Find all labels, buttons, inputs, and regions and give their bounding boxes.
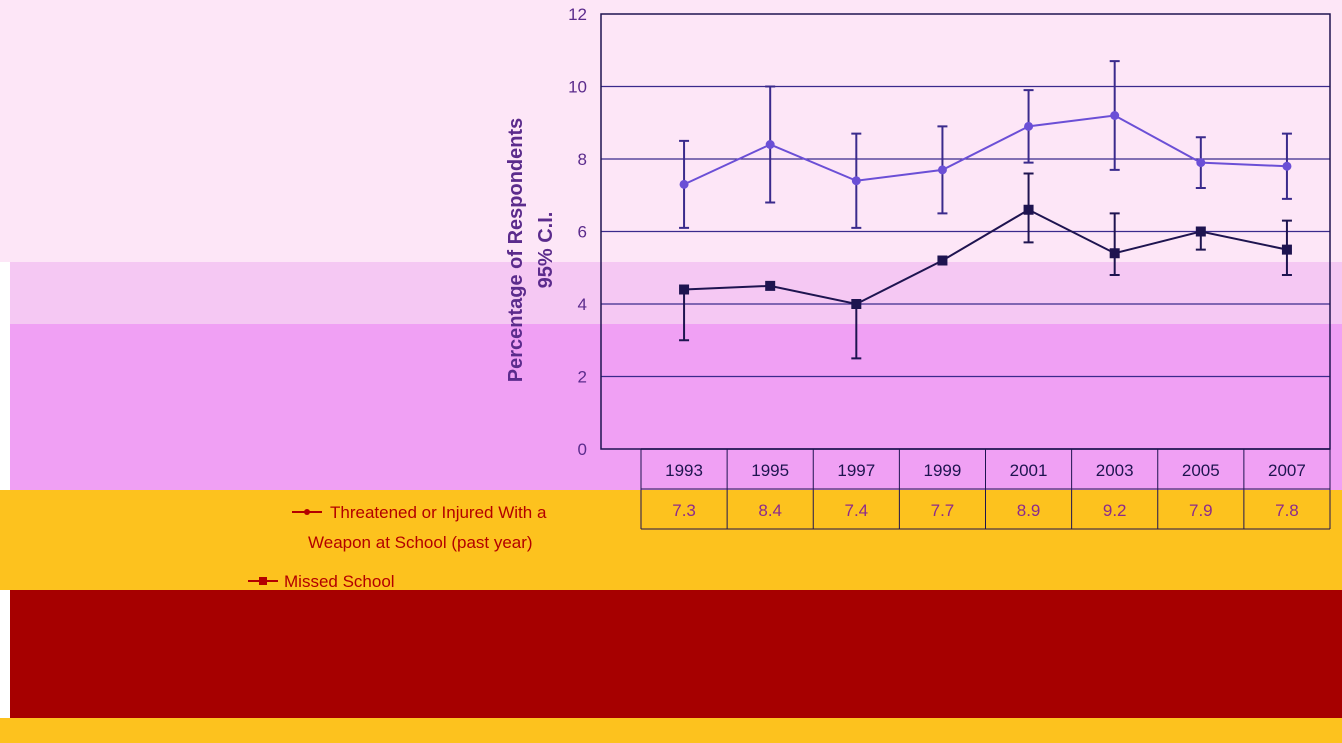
y-tick-label-2: 2 <box>578 368 587 387</box>
x-tick-label-2005: 2005 <box>1182 461 1220 480</box>
x-tick-label-2003: 2003 <box>1096 461 1134 480</box>
data-label-2001: 8.9 <box>1017 501 1041 520</box>
y-tick-label-12: 12 <box>568 5 587 24</box>
legend-label-series-1-line-1: Threatened or Injured With a <box>330 503 547 522</box>
data-table: 1993 1995 1997 1999 2001 2003 2005 2007 7.3 8.4 7.… <box>640 448 1331 530</box>
data-label-2007: 7.8 <box>1275 501 1299 520</box>
data-label-1995: 8.4 <box>758 501 782 520</box>
series-2-point-2005 <box>1195 226 1206 237</box>
series-1-point-1997 <box>851 176 861 186</box>
background-pink <box>10 262 1342 324</box>
series-1-point-2005 <box>1196 158 1206 168</box>
series-1-point-2003 <box>1110 111 1120 120</box>
series-2-line <box>684 208 1288 306</box>
y-tick-label-4: 4 <box>578 295 587 314</box>
x-tick-label-1999: 1999 <box>924 461 962 480</box>
series-1-point-1999 <box>937 165 947 175</box>
series-2 <box>679 172 1292 360</box>
legend-square-series-2 <box>259 577 267 585</box>
legend-label-series-1-line-2: Weapon at School (past year) <box>308 533 533 552</box>
y-tick-label-8: 8 <box>578 150 587 169</box>
series-1-point-2007 <box>1282 161 1292 171</box>
data-label-1993: 7.3 <box>672 501 696 520</box>
series-1-line <box>683 114 1287 186</box>
series-2-point-2001 <box>1023 204 1034 215</box>
series-1-point-1993 <box>679 179 689 189</box>
series-2-point-2007 <box>1281 244 1292 255</box>
legend: Threatened or Injured With a Weapon at S… <box>248 503 547 591</box>
y-axis-label-line-1: Percentage of Respondents <box>505 118 527 383</box>
y-tick-label-10: 10 <box>568 78 587 97</box>
legend-label-series-2: Missed School <box>284 572 395 591</box>
background-top <box>0 0 1342 262</box>
x-tick-label-2007: 2007 <box>1268 461 1306 480</box>
background-red <box>10 590 1342 718</box>
y-axis: 0 2 4 6 8 10 12 <box>568 5 587 459</box>
background-yellow <box>0 490 1342 590</box>
legend-dot-series-1 <box>304 509 310 515</box>
series-2-point-1997 <box>851 299 862 309</box>
series-2-point-2003 <box>1109 248 1120 259</box>
data-label-2003: 9.2 <box>1103 501 1127 520</box>
data-label-1997: 7.4 <box>844 501 868 520</box>
series-2-point-1995 <box>765 280 776 291</box>
data-label-1999: 7.7 <box>931 501 955 520</box>
series-1-point-1995 <box>765 140 775 149</box>
x-tick-label-2001: 2001 <box>1010 461 1048 480</box>
grid <box>601 85 1330 378</box>
series-1 <box>679 60 1292 229</box>
y-axis-label-line-2: 95% C.I. <box>535 212 557 289</box>
x-tick-label-1997: 1997 <box>837 461 875 480</box>
y-tick-label-6: 6 <box>578 223 587 242</box>
series-2-point-1993 <box>679 284 690 295</box>
x-tick-label-1995: 1995 <box>751 461 789 480</box>
background-yellow-bottom <box>0 718 1342 743</box>
series-1-point-2001 <box>1024 121 1034 131</box>
series-2-point-1999 <box>937 255 948 266</box>
y-tick-label-0: 0 <box>578 440 587 459</box>
x-tick-label-1993: 1993 <box>665 461 703 480</box>
series <box>679 60 1292 360</box>
background-magenta <box>10 324 1342 490</box>
data-label-2005: 7.9 <box>1189 501 1213 520</box>
